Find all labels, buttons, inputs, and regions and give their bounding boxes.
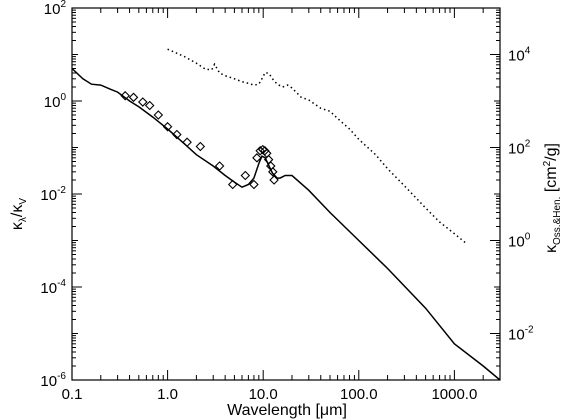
data-point-diamond	[153, 110, 164, 120]
y-tick-label-exp: -4	[57, 278, 66, 289]
x-tick-label: 1000.0	[431, 386, 477, 403]
data-point-diamond	[128, 92, 139, 103]
y2-tick-label-base: 10	[508, 327, 525, 344]
x-axis-title-unit-rest: m	[329, 402, 342, 419]
y2-axis-title-unit-open: [cm	[543, 166, 560, 196]
y-tick-label-base: 10	[44, 94, 61, 111]
data-point-diamond	[195, 141, 206, 152]
y-tick-label-exp: -2	[57, 185, 66, 196]
y-axis-title-sub1: λ	[18, 217, 29, 222]
data-point-diamond	[144, 100, 155, 111]
y-tick-label-exp: -6	[57, 371, 66, 382]
y2-tick-label-base: 10	[508, 48, 525, 65]
markers	[120, 90, 279, 190]
y2-axis-title-unit-sup: 2	[542, 160, 553, 166]
data-point-diamond	[162, 121, 173, 132]
x-tick-label: 0.1	[62, 386, 83, 403]
data-point-diamond	[249, 179, 259, 190]
y-axis-title: κλ/κV	[9, 198, 29, 230]
y2-tick-label: 10-2	[508, 325, 534, 344]
y2-tick-label-exp: 4	[525, 46, 531, 57]
x-axis-title-bracket-open: [	[315, 402, 320, 419]
data-point-diamond	[214, 161, 225, 171]
y-axis-title-kappa2: κ	[9, 204, 26, 213]
x-tick-label: 10.0	[249, 386, 278, 403]
data-point-diamond	[240, 170, 251, 181]
ticks	[71, 7, 501, 381]
y2-axis-title-unit-close: /g]	[543, 143, 560, 161]
data-point-diamond	[268, 167, 278, 177]
y-tick-label: 100	[44, 92, 67, 111]
y-axis-title-kappa1: κ	[9, 221, 26, 230]
y-tick-label: 102	[44, 0, 67, 18]
data-point-diamond	[120, 90, 130, 101]
y2-tick-label-base: 10	[508, 234, 525, 251]
y2-tick-label: 104	[508, 46, 531, 65]
y-tick-label-exp: 0	[60, 92, 66, 103]
y-tick-label: 10-6	[40, 371, 66, 390]
x-axis-title: Wavelength [μm]	[227, 402, 347, 419]
y-tick-label-base: 10	[40, 280, 57, 297]
y-tick-label-base: 10	[44, 1, 61, 18]
x-axis-title-main: Wavelength	[227, 402, 315, 419]
y2-tick-label-base: 10	[508, 141, 525, 158]
y-tick-label: 10-2	[40, 185, 66, 204]
plot-frame	[71, 7, 501, 381]
x-axis-title-bracket-close: ]	[342, 402, 346, 419]
data-point-diamond	[269, 175, 279, 185]
y2-tick-label-exp: 2	[525, 139, 531, 150]
y-axis-title-slash: /	[9, 212, 26, 217]
y2-axis-title-kappa: κ	[543, 244, 560, 253]
y2-axis-title: κOss.&Hen. [cm2/g]	[542, 143, 563, 253]
y-axis-title-sub2: V	[18, 198, 29, 205]
y-tick-label-base: 10	[40, 373, 57, 390]
data-point-diamond	[172, 129, 182, 140]
y-tick-label-base: 10	[40, 187, 57, 204]
ossenkopf-henning-opacity-line	[167, 48, 466, 244]
data-point-diamond	[137, 97, 148, 107]
x-tick-label: 100.0	[340, 386, 378, 403]
y2-tick-label: 100	[508, 232, 531, 251]
y-tick-label: 10-4	[40, 278, 66, 297]
y2-tick-label-exp: -2	[525, 325, 534, 336]
y2-tick-label: 102	[508, 139, 531, 158]
y2-tick-label-exp: 0	[525, 232, 531, 243]
x-tick-label: 1.0	[157, 386, 178, 403]
x-axis-title-unit-greek: μ	[320, 402, 329, 419]
series	[71, 48, 501, 381]
extinction-curve-line	[71, 67, 501, 381]
tick-labels: 0.1 1.0 10.0 100.0 1000.010-610-410-21001021…	[40, 0, 534, 403]
data-point-diamond	[182, 137, 192, 147]
y-tick-label-exp: 2	[60, 0, 66, 10]
data-point-diamond	[252, 153, 262, 163]
y2-axis-title-sub: Oss.&Hen.	[552, 197, 563, 245]
data-point-diamond	[227, 179, 238, 190]
